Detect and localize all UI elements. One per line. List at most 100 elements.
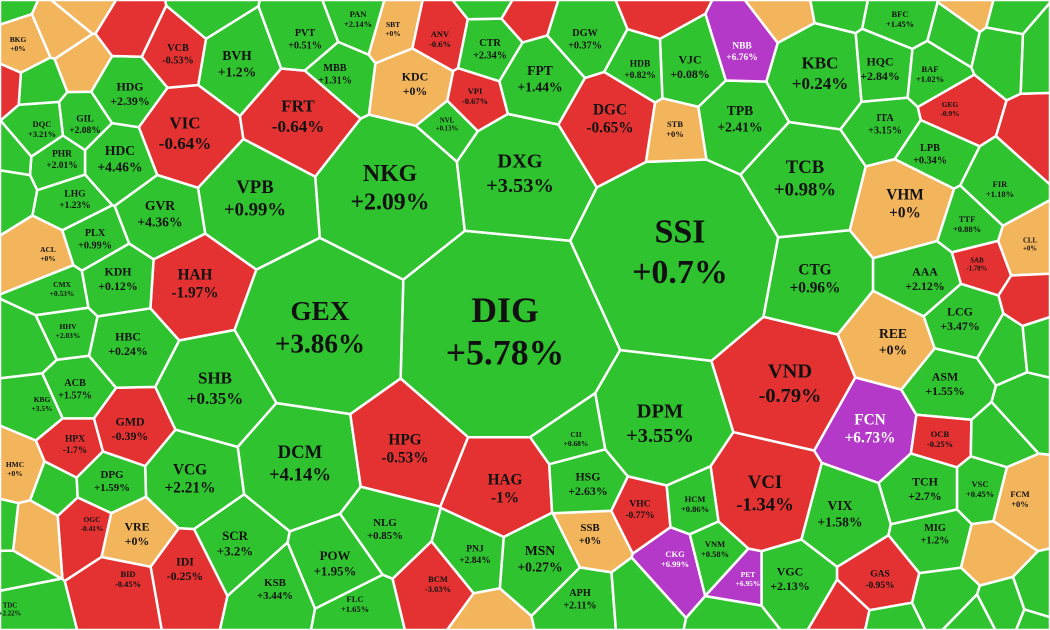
stock-cell[interactable]: AAA+2.12% bbox=[871, 239, 963, 318]
change: -0.6% bbox=[429, 39, 451, 49]
cell-bg bbox=[1014, 608, 1050, 630]
stock-cell[interactable]: GEX+3.86% bbox=[233, 236, 405, 416]
stock-cell[interactable]: DIG+5.78% bbox=[399, 229, 622, 439]
stock-cell[interactable]: DXG +3.53% bbox=[455, 112, 599, 242]
stock-cell[interactable]: HBC+0.24% bbox=[87, 307, 181, 390]
ticker: VIX bbox=[828, 498, 853, 513]
change: +2.84% bbox=[459, 556, 491, 566]
change: -0.45% bbox=[115, 579, 141, 589]
change: +0% bbox=[403, 84, 428, 98]
ticker: FCN bbox=[854, 411, 885, 428]
change: +1.02% bbox=[916, 74, 944, 84]
change: +2.08% bbox=[69, 126, 101, 136]
ticker: SHB bbox=[198, 369, 232, 388]
stock-cell[interactable]: OCB-0.25% bbox=[909, 413, 973, 469]
ticker: HHV bbox=[59, 322, 77, 331]
change: +1.18% bbox=[986, 189, 1014, 199]
ticker: HSG bbox=[575, 470, 600, 484]
change: +3.44% bbox=[257, 590, 293, 602]
ticker: CKG bbox=[665, 549, 685, 559]
ticker: STB bbox=[667, 119, 683, 129]
change: +2.63% bbox=[568, 484, 607, 498]
stock-cell[interactable]: TPB+2.41% bbox=[697, 79, 791, 176]
change: +4.36% bbox=[137, 214, 182, 229]
change: +0.98% bbox=[774, 180, 836, 201]
ticker: REE bbox=[879, 326, 907, 341]
change: +2.84% bbox=[860, 69, 899, 83]
cell-bg bbox=[445, 587, 536, 630]
change: +1.2% bbox=[218, 64, 256, 79]
stock-cell[interactable]: MSN+0.27% bbox=[498, 511, 582, 618]
change: +0% bbox=[385, 29, 400, 38]
change: +1.45% bbox=[886, 19, 914, 29]
ticker: NBB bbox=[732, 41, 752, 51]
stock-cell[interactable]: STB+0% bbox=[644, 97, 708, 164]
ticker: VNM bbox=[705, 539, 725, 549]
change: +1.57% bbox=[58, 390, 92, 401]
ticker: TTF bbox=[959, 214, 976, 224]
ticker: SCR bbox=[222, 528, 248, 543]
stock-cell[interactable]: HPG -0.53% bbox=[349, 377, 470, 508]
ticker: CMX bbox=[53, 280, 71, 289]
stock-cell[interactable]: CII+0.68% bbox=[528, 391, 607, 466]
stock-cell[interactable]: VPB+0.99% bbox=[196, 137, 322, 271]
stock-cell[interactable]: VCG +2.21% bbox=[143, 428, 246, 531]
stock-cell[interactable]: DGC -0.65% bbox=[557, 70, 657, 189]
stock-cell[interactable]: BID-0.45% bbox=[63, 555, 163, 630]
ticker: PAN bbox=[350, 9, 368, 19]
ticker: OCB bbox=[931, 429, 950, 439]
change: +0.24% bbox=[792, 74, 848, 93]
stock-cell[interactable]: SBT+0% bbox=[367, 0, 424, 65]
ticker: FLC bbox=[347, 594, 364, 604]
stock-cell[interactable]: CLL +0% bbox=[996, 198, 1050, 277]
ticker: NVL bbox=[440, 117, 455, 124]
ticker: HMC bbox=[6, 460, 24, 469]
change: -1.78% bbox=[967, 266, 988, 273]
ticker: GEX bbox=[291, 296, 350, 326]
cell-bg bbox=[451, 0, 514, 21]
ticker: HQC bbox=[866, 55, 893, 69]
change: +0% bbox=[1011, 499, 1029, 509]
stock-cell[interactable]: POW+1.95% bbox=[286, 512, 384, 610]
ticker: FIR bbox=[993, 179, 1009, 189]
stock-cell[interactable]: DPG+1.59% bbox=[75, 450, 148, 515]
change: -0.41% bbox=[80, 524, 103, 533]
change: +1.23% bbox=[59, 201, 91, 211]
change: +2.01% bbox=[46, 161, 78, 171]
ticker: NLG bbox=[373, 517, 397, 529]
change: +1.31% bbox=[318, 75, 352, 86]
cell-bg bbox=[970, 26, 1025, 102]
stock-cell[interactable]: NKG +2.09% bbox=[313, 113, 467, 281]
stock-cell[interactable]: NVL +0.13% bbox=[414, 99, 480, 163]
change: +2.22% bbox=[0, 611, 21, 618]
change: +0.82% bbox=[624, 71, 656, 81]
stock-cell[interactable]: HDC+4.46% bbox=[83, 121, 159, 208]
ticker: ACB bbox=[64, 378, 86, 389]
ticker: BVH bbox=[222, 48, 252, 63]
cell-bg bbox=[936, 0, 995, 34]
change: +0% bbox=[1023, 246, 1037, 253]
change: +6.95% bbox=[736, 579, 761, 588]
stock-cell[interactable]: SHB+0.35% bbox=[153, 328, 278, 449]
ticker: GVR bbox=[145, 198, 175, 213]
ticker: KDH bbox=[104, 265, 132, 279]
change: +0.24% bbox=[108, 344, 147, 358]
change: +1.59% bbox=[94, 482, 130, 494]
ticker: HDC bbox=[105, 143, 135, 158]
stock-cell[interactable]: VGC+2.13% bbox=[760, 538, 839, 630]
ticker: ITA bbox=[876, 113, 894, 124]
ticker: HCM bbox=[685, 494, 706, 504]
stock-cell[interactable]: KSB+3.44% bbox=[218, 541, 317, 630]
ticker: VRE bbox=[124, 520, 149, 534]
stock-cell[interactable]: FRT-0.64% bbox=[238, 67, 362, 178]
stock-cell[interactable]: BVH+1.2% bbox=[196, 4, 283, 118]
change: +1.44% bbox=[517, 79, 562, 94]
stock-cell[interactable]: KBC+0.24% bbox=[765, 21, 863, 131]
change: +0% bbox=[40, 254, 55, 263]
stock-cell[interactable]: SCR+3.2% bbox=[192, 493, 291, 598]
change: +2.09% bbox=[350, 190, 429, 216]
ticker: KBC bbox=[802, 54, 839, 73]
ticker: KDC bbox=[402, 70, 428, 84]
ticker: VIC bbox=[169, 114, 200, 133]
stock-cell[interactable]: HSG+2.63% bbox=[547, 448, 630, 515]
